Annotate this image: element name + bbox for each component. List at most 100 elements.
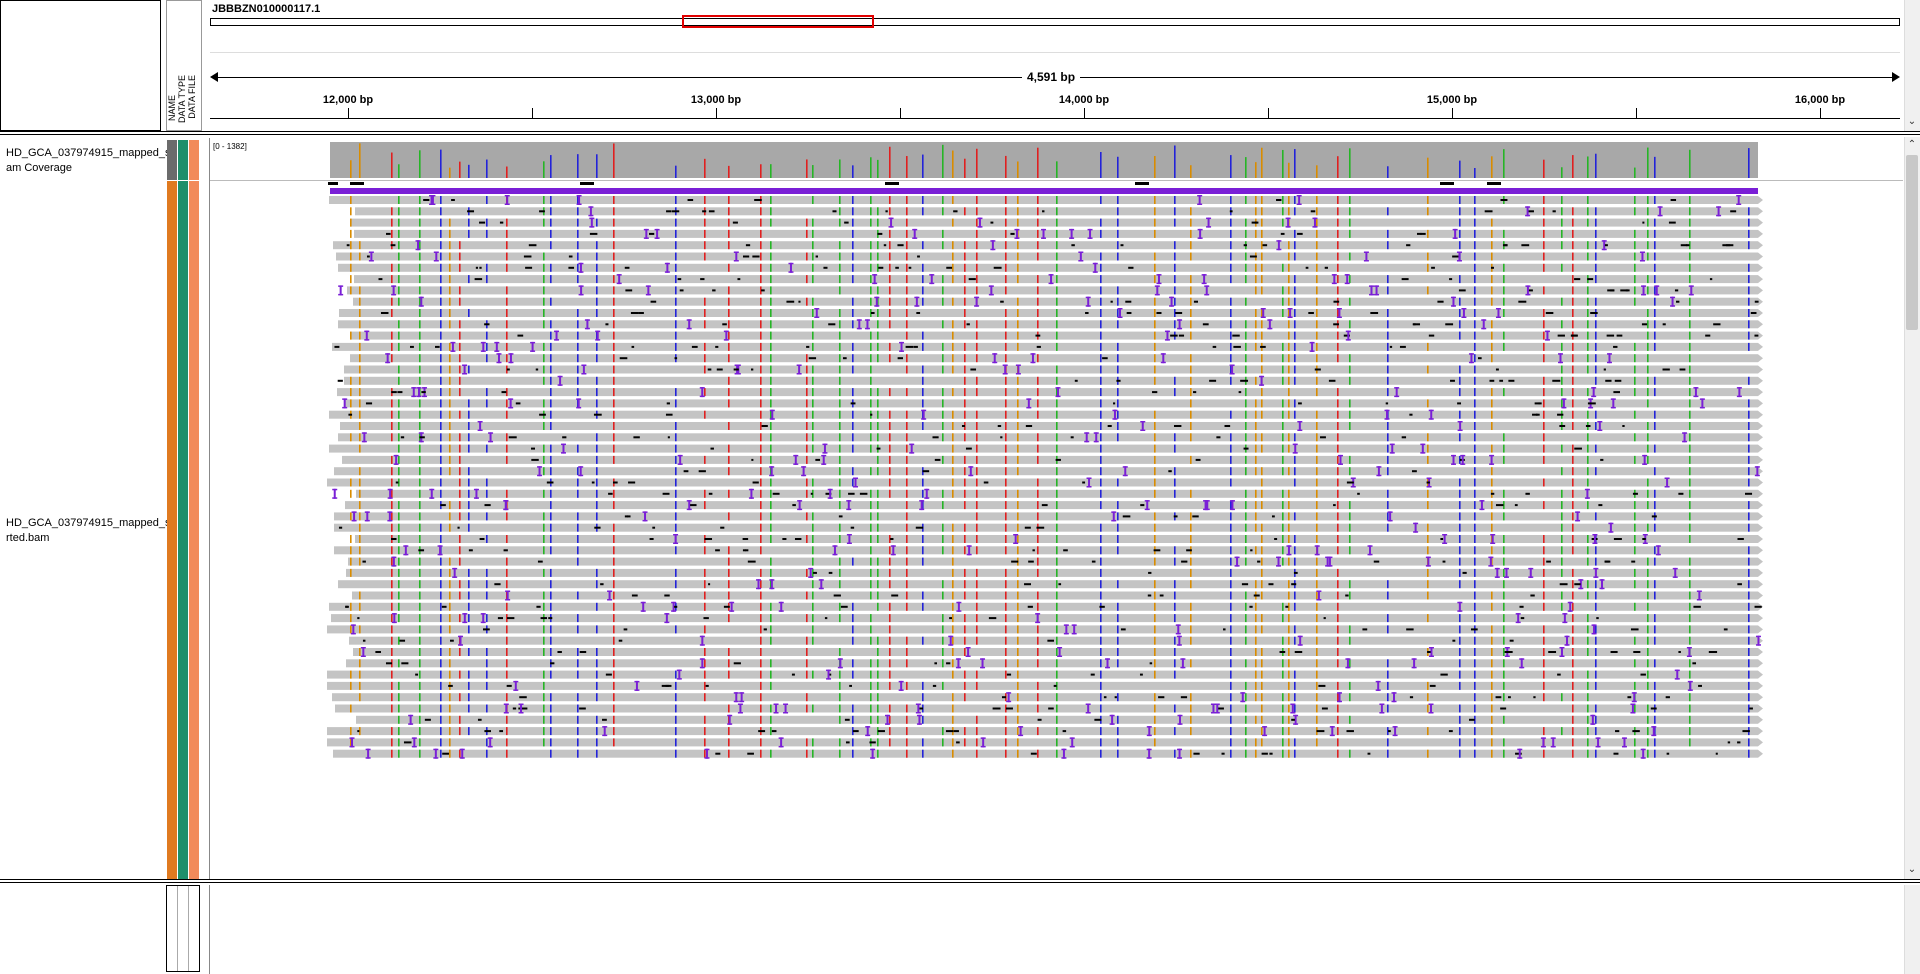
attribute-header-panel[interactable] [166,0,202,131]
track-data-area[interactable]: [0 - 1382] [209,138,1903,879]
mismatch-base [1337,591,1339,600]
mismatch-base [760,320,762,329]
deletion [475,266,478,269]
ruler[interactable] [210,85,1900,125]
coverage-attribute-row[interactable] [167,140,177,180]
mismatch-base [1634,512,1636,521]
mismatch-base [1282,704,1284,713]
mismatch-base [1037,444,1039,453]
data-scroll-thumb[interactable] [1906,155,1918,330]
mismatch-base [1100,557,1102,566]
attribute-header-data-file[interactable]: DATA FILE [187,75,197,119]
attribute-column-data-file[interactable] [189,140,199,879]
mismatch-base [1100,625,1102,634]
mismatch-base [1647,636,1649,645]
panel-divider-bottom[interactable] [0,879,1920,883]
mismatch-base [1154,433,1156,442]
chromosome-ideogram[interactable] [210,18,1900,26]
read-strand-arrow [1758,320,1763,329]
insertion-cap [1688,285,1694,287]
insertion-cap [1214,703,1220,705]
insertion-cap [846,500,852,502]
mismatch-base [1294,376,1296,385]
insertion-cap [956,601,962,604]
mismatch-base [1294,252,1296,261]
coverage-track-name-1[interactable]: HD_GCA_037974915_mapped_s [6,147,171,159]
mismatch-base [812,376,814,385]
coverage-variant-bar [812,165,814,178]
data-scroll-up-icon[interactable]: ⌃ [1907,139,1917,150]
mismatch-base [550,218,552,227]
panel-divider[interactable] [0,131,1920,135]
mismatch-base [1595,410,1597,419]
mismatch-base [1037,659,1039,668]
coverage-track-name-2[interactable]: am Coverage [6,162,73,174]
current-region-indicator[interactable] [682,15,874,28]
insertion-cap [1169,305,1175,307]
mismatch-base [1005,727,1007,736]
mismatch-base [613,727,615,736]
alignment-view[interactable] [210,138,1903,879]
mismatch-base [1294,320,1296,329]
deletion [932,684,937,687]
alignment-track-name-2[interactable]: rted.bam [6,532,50,544]
coverage-variant-bar [1587,156,1589,178]
mismatch-base [1349,297,1351,306]
mismatch-base [1017,704,1019,713]
feature-attribute-panel[interactable] [166,885,200,972]
deletion [674,357,678,360]
insertion [1014,534,1017,544]
mismatch-base [704,252,706,261]
header-scrollbar[interactable] [1904,0,1920,131]
mismatch-base [675,738,677,747]
read [342,455,1758,464]
feature-scrollbar[interactable] [1904,885,1920,974]
mismatch-base [1294,410,1296,419]
mismatch-base [1294,365,1296,374]
mismatch-base [1634,229,1636,238]
insertion-cap [1489,454,1495,457]
mismatch-base [1491,704,1493,713]
insertion-cap [1345,666,1351,669]
header-scroll-down-icon[interactable]: ⌄ [1907,116,1917,127]
insertion [1085,432,1088,443]
mismatch-base [1261,738,1263,747]
mismatch-base [1005,659,1007,668]
insertion-cap [1197,195,1203,197]
deletion [338,526,343,529]
mismatch-base [1503,715,1505,724]
insertion-cap [980,745,986,748]
mismatch-base [1005,670,1007,679]
track-name-panel[interactable] [0,137,161,879]
mismatch-base [543,636,545,645]
mismatch-base [1427,286,1429,295]
data-scroll-down-icon[interactable]: ⌄ [1907,864,1917,875]
insertion-cap [430,203,436,205]
mismatch-base [1230,376,1232,385]
mismatch-base [1654,422,1656,430]
attribute-header-data-type[interactable]: DATA TYPE [177,75,187,124]
mismatch-base [1387,331,1389,340]
mismatch-base [964,489,966,498]
mismatch-base [1748,625,1750,634]
feature-track-area[interactable] [209,885,1903,974]
mismatch-base [350,681,352,690]
insertion-cap [723,339,729,341]
mismatch-base [398,444,400,453]
mismatch-base [906,512,908,521]
attribute-header-name[interactable]: NAME [167,95,177,122]
attribute-column-data-type[interactable] [178,140,188,879]
mismatch-base [1572,512,1574,521]
mismatch-base [1427,568,1429,577]
mismatch-base [1647,399,1649,408]
insertion-cap [1621,737,1627,739]
mismatch-base [1282,749,1284,758]
mismatch-base [812,444,814,453]
insertion [990,285,993,296]
mismatch-base [1154,354,1156,363]
attribute-column-name[interactable] [167,140,177,879]
alignment-track-name-1[interactable]: HD_GCA_037974915_mapped_s [6,517,171,529]
mismatch-base [1261,320,1263,329]
mismatch-base [675,693,677,702]
mismatch-base [486,648,488,656]
